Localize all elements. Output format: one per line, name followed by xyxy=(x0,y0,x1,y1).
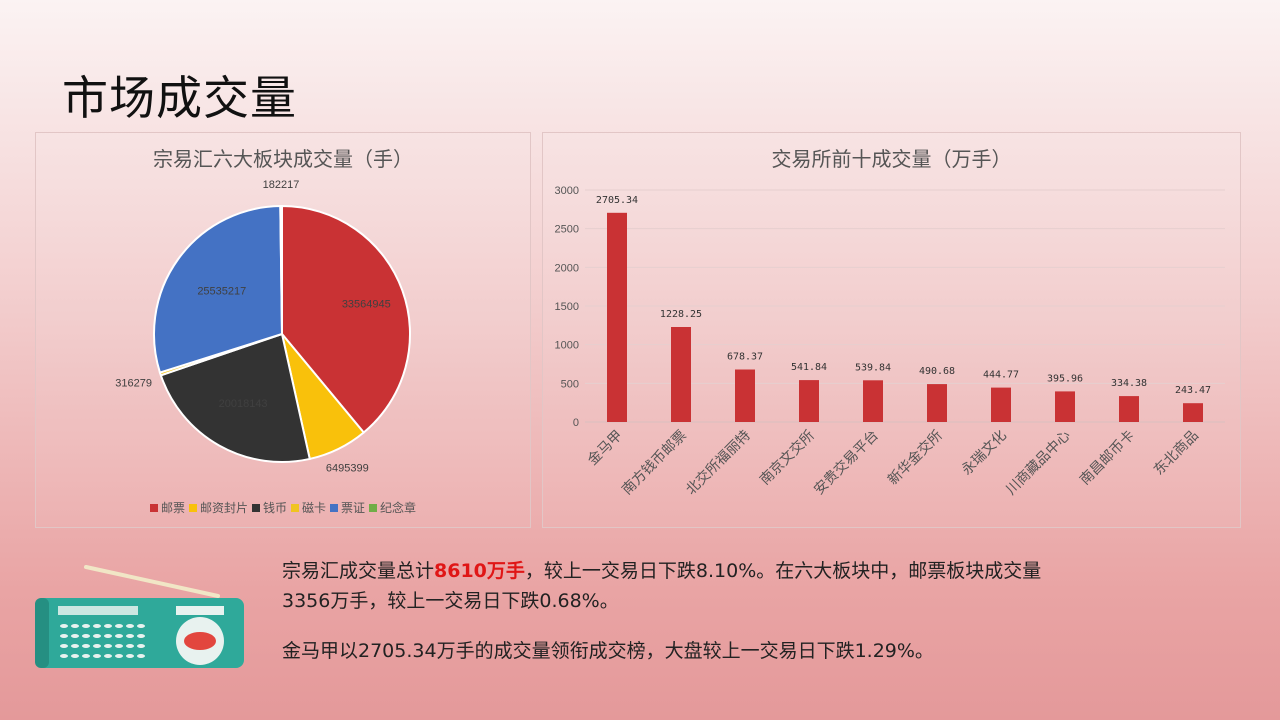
bar-value-label: 243.47 xyxy=(1175,385,1211,396)
bar-chart-panel: 交易所前十成交量（万手） 0 500 1000 1500 2000 2500 3000 270… xyxy=(542,132,1241,528)
x-category-label: 北交所福丽特 xyxy=(682,427,753,498)
pie-slice xyxy=(279,204,283,335)
pie-data-label: 20018143 xyxy=(219,398,268,410)
radio-icon xyxy=(35,565,244,668)
page-title: 市场成交量 xyxy=(62,71,297,125)
pie-data-label: 6495399 xyxy=(326,462,369,474)
bar-value-label: 395.96 xyxy=(1047,373,1083,384)
bar-chart-title: 交易所前十成交量（万手） xyxy=(771,147,1012,171)
summary-text: ，较上一交易日下跌8.10%。在六大板块中，邮票板块成交量 xyxy=(524,560,1042,582)
pie-chart-title: 宗易汇六大板块成交量（手） xyxy=(153,147,413,171)
x-category-label: 南昌邮币卡 xyxy=(1077,428,1138,489)
pie-data-label: 33564945 xyxy=(342,299,391,311)
legend-item: 邮票 xyxy=(149,499,185,516)
legend-item: 钱币 xyxy=(251,499,287,516)
pie-slice xyxy=(281,204,411,434)
y-tick-label: 2500 xyxy=(555,224,579,236)
summary-paragraph-2: 金马甲以2705.34万手的成交量领衔成交榜，大盘较上一交易日下跌1.29%。 xyxy=(282,636,934,666)
bar-value-label: 678.37 xyxy=(727,352,763,363)
x-category-label: 南京文交所 xyxy=(756,427,818,489)
pie-data-label: 182217 xyxy=(263,179,300,191)
legend-swatch xyxy=(149,504,158,512)
bar xyxy=(1119,396,1139,422)
legend-label: 票证 xyxy=(341,501,366,515)
bar-chart: 0 500 1000 1500 2000 2500 3000 2705.34 金马甲 1228.2… xyxy=(555,185,1225,499)
pie-slice xyxy=(153,204,284,374)
pie-chart: 33564945 6495399 20018143 316279 25535217 182… xyxy=(115,179,411,474)
x-category-label: 金马甲 xyxy=(585,428,626,469)
y-tick-label: 1500 xyxy=(555,301,579,313)
bar-value-label: 334.38 xyxy=(1111,378,1147,389)
bar-value-label: 539.84 xyxy=(855,362,891,373)
pie-chart-panel: 宗易汇六大板块成交量（手） 33564945 6495399 20018143 316… xyxy=(35,132,531,528)
summary-paragraph-1: 宗易汇成交量总计8610万手，较上一交易日下跌8.10%。在六大板块中，邮票板块… xyxy=(282,556,1041,616)
bar-value-label: 2705.34 xyxy=(596,195,638,206)
y-tick-label: 500 xyxy=(561,378,579,390)
legend-swatch xyxy=(188,504,197,512)
y-tick-label: 0 xyxy=(573,417,579,429)
legend-label: 磁卡 xyxy=(302,501,327,515)
x-category-label: 南方钱币邮票 xyxy=(619,428,690,499)
y-tick-label: 3000 xyxy=(555,185,579,197)
bar xyxy=(863,380,883,422)
bar-value-label: 490.68 xyxy=(919,366,955,377)
legend-item: 纪念章 xyxy=(369,499,416,516)
bar-value-label: 444.77 xyxy=(983,370,1019,381)
legend-item: 磁卡 xyxy=(291,499,326,516)
x-category-label: 新华金交所 xyxy=(884,427,946,489)
bar xyxy=(1183,403,1203,422)
legend-label: 纪念章 xyxy=(380,501,417,515)
summary-text: 宗易汇成交量总计 xyxy=(282,560,435,582)
bar xyxy=(671,327,691,422)
legend-swatch xyxy=(291,504,299,512)
summary-text: 金马甲以2705.34万手的成交量领衔成交榜，大盘较上一交易日下跌1.29%。 xyxy=(282,640,934,662)
summary-highlight: 8610万手 xyxy=(434,560,525,582)
pie-data-label: 316279 xyxy=(115,378,152,390)
legend-item: 票证 xyxy=(330,499,365,516)
legend-label: 钱币 xyxy=(262,501,287,515)
legend-label: 邮票 xyxy=(160,501,185,515)
legend-swatch xyxy=(330,504,339,512)
bar-value-label: 541.84 xyxy=(791,362,827,373)
bar xyxy=(735,369,755,422)
legend-label: 邮资封片 xyxy=(199,501,248,515)
bar xyxy=(991,387,1011,422)
x-category-label: 永瑞文化 xyxy=(959,428,1010,479)
pie-slice xyxy=(159,332,311,463)
bar xyxy=(1055,391,1075,422)
bar-value-label: 1228.25 xyxy=(660,309,702,320)
bar xyxy=(607,212,627,422)
bar xyxy=(927,384,947,422)
pie-legend: 邮票 邮资封片 钱币 磁卡 票证 纪念章 xyxy=(36,499,530,516)
y-tick-label: 2000 xyxy=(555,262,579,274)
pie-data-label: 25535217 xyxy=(197,286,246,298)
bar xyxy=(799,380,819,422)
legend-swatch xyxy=(251,504,260,512)
legend-item: 邮资封片 xyxy=(188,499,248,516)
y-tick-label: 1000 xyxy=(555,340,579,352)
x-category-label: 川商藏品中心 xyxy=(1003,428,1074,499)
x-category-label: 安贵交易平台 xyxy=(810,427,881,498)
x-category-label: 东北商品 xyxy=(1151,428,1202,479)
legend-swatch xyxy=(369,504,378,512)
summary-text: 3356万手，较上一交易日下跌0.68%。 xyxy=(282,590,619,612)
